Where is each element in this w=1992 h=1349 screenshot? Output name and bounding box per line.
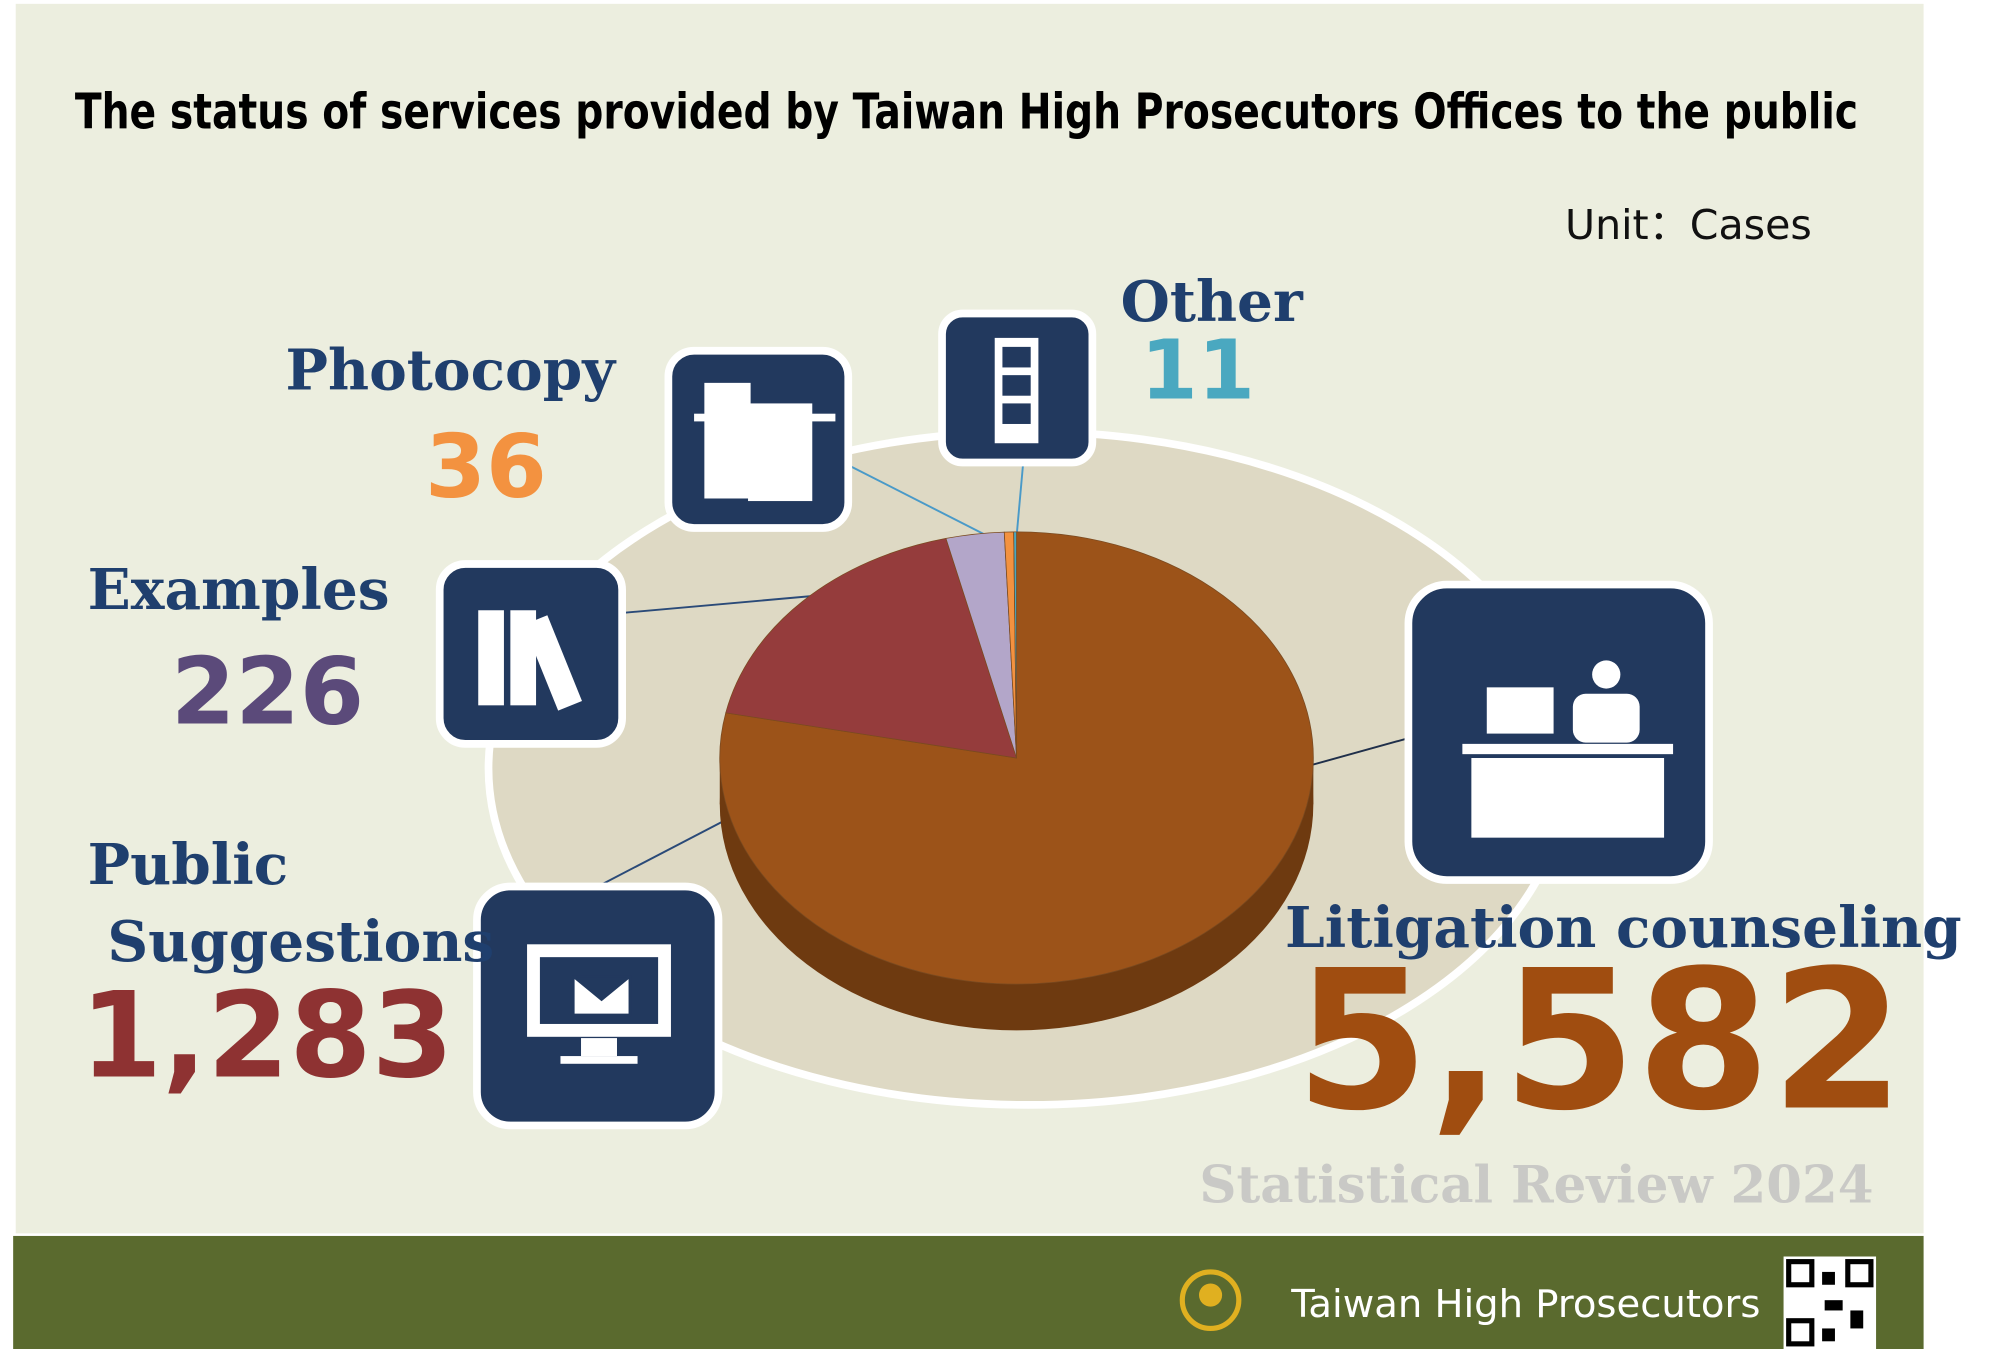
category-label: Other [1121, 269, 1304, 335]
pie [719, 531, 1314, 1031]
category-label: Litigation counseling [1285, 895, 1962, 961]
review-label: Statistical Review 2024 [1199, 1156, 1873, 1216]
unit-label: Unit：Cases [1565, 201, 1812, 249]
category-label: Examples [88, 557, 390, 623]
pie-slice [719, 531, 1314, 985]
value-label: 1,283 [80, 967, 454, 1105]
organization-label: Taiwan High Prosecutors [1290, 1282, 1760, 1327]
value-label: 5,582 [1295, 929, 1905, 1153]
envelope [572, 975, 632, 1017]
category-label: Public Suggestions [88, 832, 495, 975]
category-label: Photocopy [286, 337, 618, 403]
qr-code [1783, 1256, 1877, 1349]
pie-slice [1013, 531, 1017, 759]
value-label: 11 [1140, 323, 1254, 418]
footer-band [13, 1235, 1924, 1349]
emblem [1179, 1269, 1242, 1332]
value-label: 226 [171, 637, 364, 745]
chart-title: The status of services provided by Taiwa… [75, 83, 1858, 140]
pie-slice [725, 537, 1018, 759]
value-label: 36 [425, 416, 547, 518]
